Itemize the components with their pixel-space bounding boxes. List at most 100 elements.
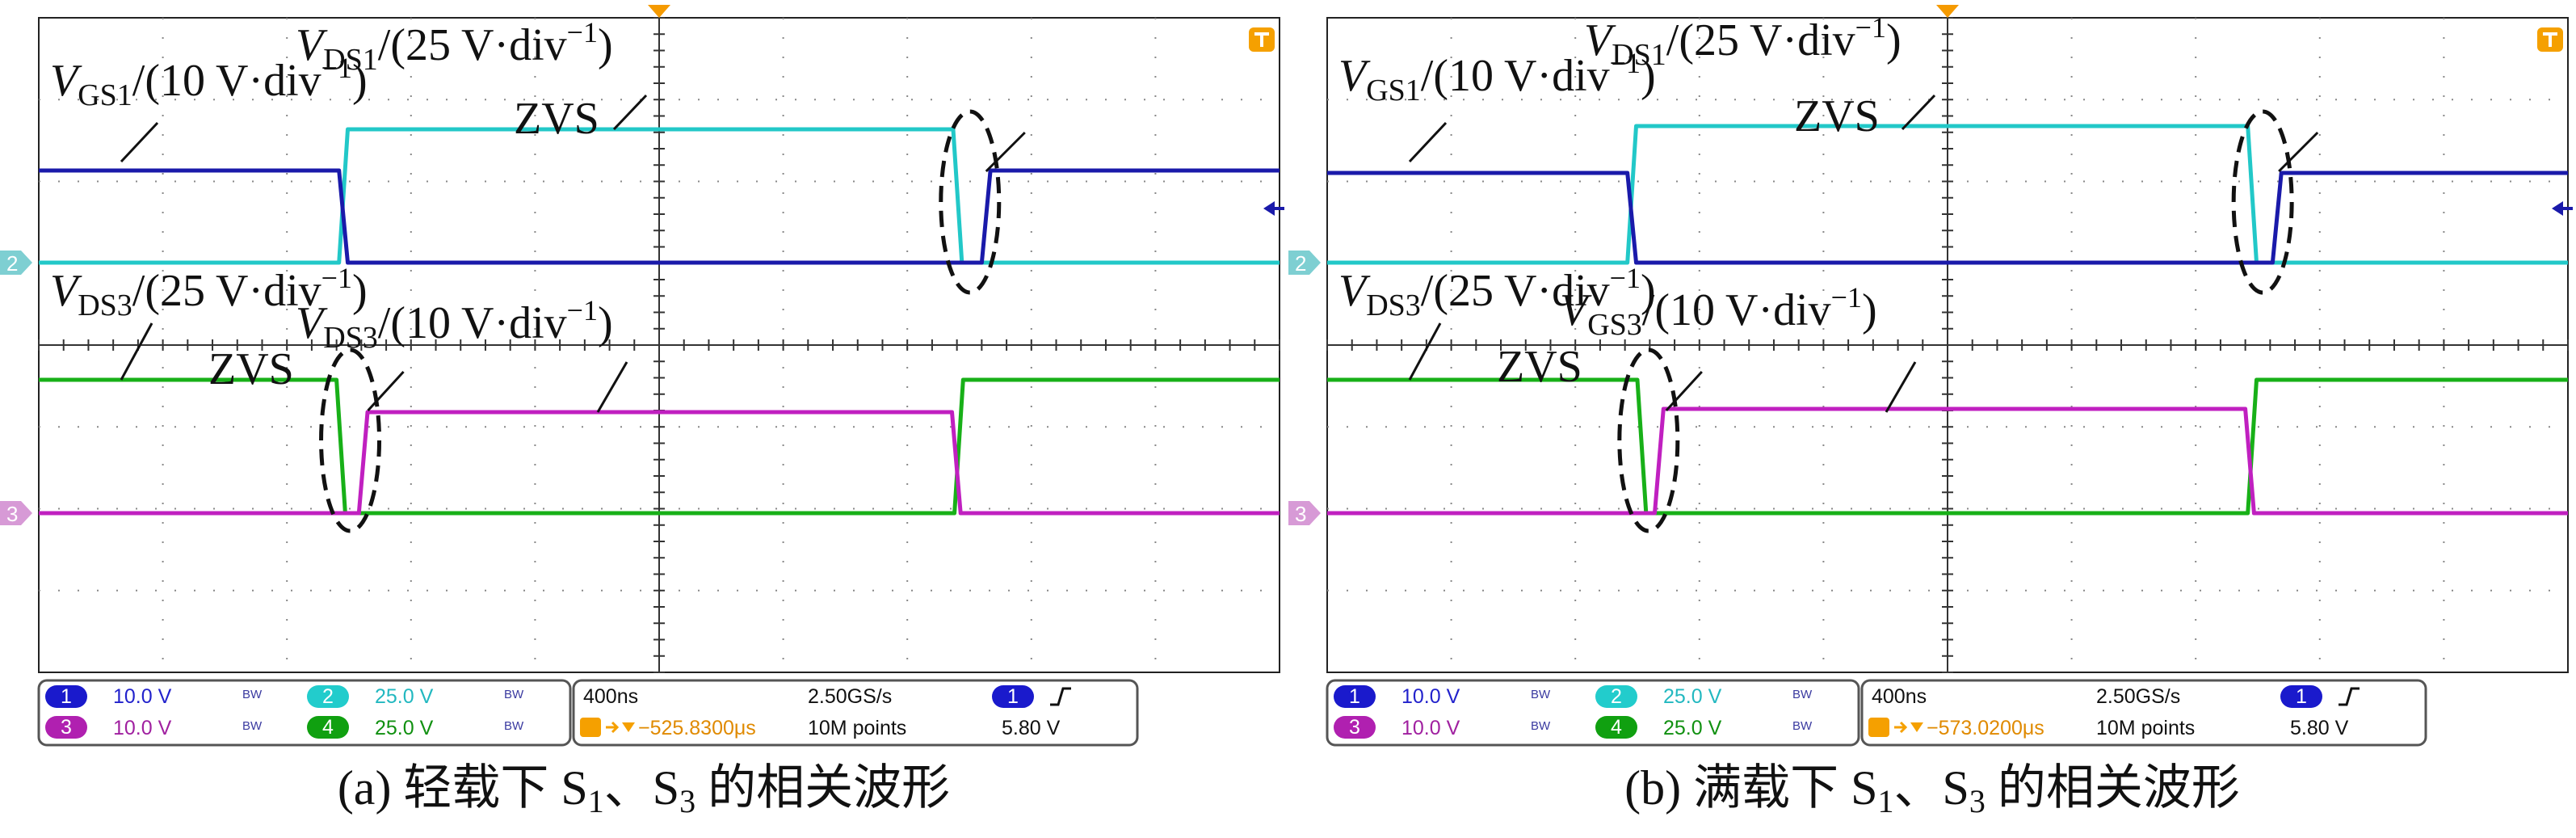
ch2-ground-marker	[0, 251, 32, 275]
trigger-level: 5.80 V	[1002, 717, 1061, 739]
label-vds3: VDS3/(25 V·div−1)	[50, 262, 368, 322]
oscilloscope-screen-b: 2 3 VGS1/(10 V·div−1) VDS1/(25 V·div−1) V…	[1288, 5, 2573, 747]
channel-2-bw-mark: BW	[504, 688, 524, 701]
leader-line	[120, 121, 159, 163]
trigger-pos-icon	[1868, 718, 1889, 737]
leader-line	[1665, 370, 1703, 412]
channel-4-scale: 25.0 V	[375, 717, 434, 739]
trigger-pos-icon	[580, 718, 601, 737]
caption-a: (a) 轻载下 S1、S3 的相关波形	[337, 761, 951, 819]
channel-4-scale: 25.0 V	[1663, 717, 1722, 739]
trigger-edge-icon	[1050, 687, 1071, 706]
record-length: 10M points	[808, 717, 906, 739]
label-vds3: VDS3/(25 V·div−1)	[1338, 262, 1656, 322]
zvs-ellipse-upper	[939, 109, 1002, 295]
trace-vds1	[39, 127, 1280, 265]
channel-1-scale: 10.0 V	[1401, 685, 1460, 708]
channel-4-badge	[1595, 716, 1637, 739]
sample-rate: 2.50GS/s	[2096, 685, 2180, 708]
leader-line	[612, 94, 648, 131]
label-zvs-upper: ZVS	[1794, 91, 1880, 141]
leader-line	[985, 131, 1026, 173]
trigger-badge-glyph	[2543, 32, 2557, 47]
ch2-ground-marker-label: 2	[1295, 251, 1306, 276]
channel-2-bw-mark: BW	[1792, 688, 1813, 701]
trigger-position-marker	[1936, 5, 1959, 18]
channel-1-scale: 10.0 V	[113, 685, 172, 708]
channel-1-badge-num: 1	[61, 685, 72, 708]
channel-readout-box	[1326, 679, 1860, 747]
leader-line	[1408, 121, 1448, 163]
trace-vgs3	[39, 410, 1280, 516]
channel-2-scale: 25.0 V	[375, 685, 434, 708]
trigger-pos-down-icon	[622, 722, 635, 732]
channel-2-scale: 25.0 V	[1663, 685, 1722, 708]
leader-line	[1885, 361, 1917, 413]
zvs-ellipse-lower	[1617, 347, 1680, 533]
trigger-level-arrow	[2552, 201, 2563, 216]
trigger-pos-down-icon	[1910, 722, 1923, 732]
trigger-level-arrow	[1263, 201, 1275, 216]
time-per-div: 400ns	[1872, 685, 1927, 708]
scope-panel-b: 2 3 VGS1/(10 V·div−1) VDS1/(25 V·div−1) V…	[1288, 0, 2576, 838]
leader-line	[1901, 94, 1936, 131]
trigger-badge-glyph	[1254, 32, 1269, 47]
channel-4-badge-num: 4	[322, 716, 334, 739]
channel-1-badge	[45, 685, 87, 708]
record-length: 10M points	[2096, 717, 2195, 739]
channel-1-badge	[1334, 685, 1376, 708]
trace-vgs1	[1327, 171, 2568, 265]
sample-rate: 2.50GS/s	[808, 685, 892, 708]
trigger-position: −525.8300μs	[638, 717, 756, 739]
channel-3-badge-num: 3	[1349, 716, 1360, 739]
oscilloscope-screen-a: 2 3 VGS1/(10 V·div−1) VDS1/(25 V·div−1) V…	[0, 5, 1284, 747]
label-vgs1: VGS1/(10 V·div−1)	[1338, 47, 1656, 107]
leader-line	[120, 322, 153, 381]
ch2-ground-marker	[1288, 251, 1321, 275]
trace-vds1	[1327, 124, 2568, 265]
trigger-pos-arrow-icon	[606, 721, 620, 734]
channel-3-badge	[1334, 716, 1376, 739]
trace-vgs1	[39, 168, 1280, 265]
channel-1-bw-mark: BW	[1531, 688, 1551, 701]
ch3-ground-marker	[0, 501, 32, 525]
channel-4-badge-num: 4	[1611, 716, 1622, 739]
time-per-div: 400ns	[583, 685, 638, 708]
trigger-position: −573.0200μs	[1927, 717, 2044, 739]
trace-vds3	[1327, 377, 2568, 516]
trigger-channel-badge	[2280, 685, 2322, 708]
label-vgs3: VGS3/(10 V·div−1)	[1560, 281, 1877, 342]
zvs-ellipse-lower	[319, 347, 382, 533]
label-vgs3: VDS3/(10 V·div−1)	[296, 294, 613, 355]
channel-3-scale: 10.0 V	[1401, 717, 1460, 739]
channel-1-badge-num: 1	[1349, 685, 1360, 708]
caption-b: (b) 满载下 S1、S3 的相关波形	[1624, 761, 2240, 819]
ch3-ground-marker	[1288, 501, 1321, 525]
trigger-edge-icon	[2339, 687, 2360, 706]
label-vds1: VDS1/(25 V·div−1)	[1584, 11, 1902, 72]
leader-line	[2278, 131, 2319, 173]
trigger-pos-arrow-icon	[1894, 721, 1908, 734]
trigger-channel-badge-num: 1	[2296, 685, 2307, 708]
channel-2-badge	[307, 685, 349, 708]
ch2-ground-marker-label: 2	[6, 251, 18, 276]
channel-2-badge	[1595, 685, 1637, 708]
scope-panel-a: 2 3 VGS1/(10 V·div−1) VDS1/(25 V·div−1) V…	[0, 5, 1284, 819]
channel-3-badge-num: 3	[61, 716, 72, 739]
trigger-channel-badge	[992, 685, 1034, 708]
channel-2-badge-num: 2	[1611, 685, 1622, 708]
leader-line	[1408, 322, 1442, 381]
label-zvs-upper: ZVS	[514, 94, 599, 144]
label-vds1: VDS1/(25 V·div−1)	[296, 16, 613, 77]
trigger-position-marker	[648, 5, 670, 18]
zvs-ellipse-upper	[2231, 109, 2294, 295]
channel-1-bw-mark: BW	[242, 688, 263, 701]
channel-3-bw-mark: BW	[242, 719, 263, 733]
trigger-channel-badge-num: 1	[1007, 685, 1019, 708]
label-vgs1: VGS1/(10 V·div−1)	[50, 52, 368, 112]
ch3-ground-marker-label: 3	[6, 502, 18, 526]
ch3-ground-marker-label: 3	[1295, 502, 1306, 526]
label-zvs-lower: ZVS	[208, 344, 294, 394]
channel-3-scale: 10.0 V	[113, 717, 172, 739]
leader-line	[596, 361, 628, 413]
